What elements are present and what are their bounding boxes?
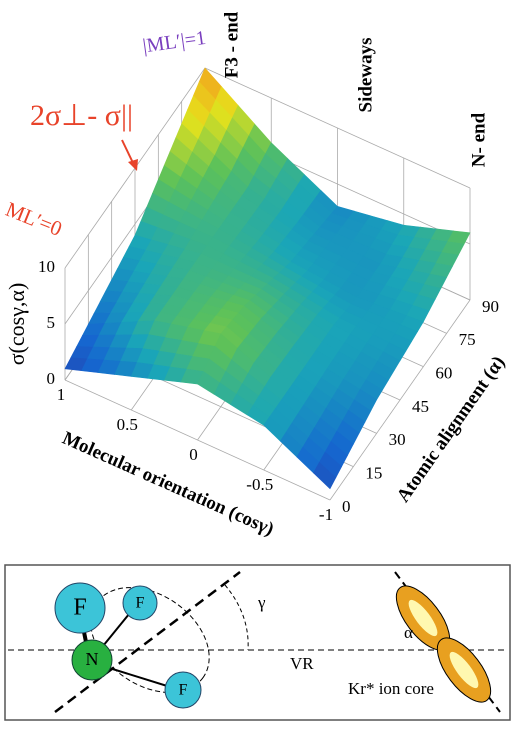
annotations: |ML′|=1 F3 - end Sideways N- end 2σ⊥- σ|… [2,11,489,241]
z-tick-label: 10 [38,257,55,276]
x-tick-label: -0.5 [246,475,273,494]
x-axis-label: Molecular orientation (cosγ) [59,428,277,540]
atom [164,671,202,709]
annotation: Sideways [355,38,376,113]
x-tick-label: 1 [57,385,66,404]
y-tick-label: 45 [412,397,429,416]
atom-label: N [86,649,99,669]
annotation: |ML′|=1 [141,27,207,58]
annotation: N- end [468,112,489,167]
velocity-label: VR [290,654,314,673]
x-tick-label: 0.5 [117,415,138,434]
y-tick-label: 30 [389,430,406,449]
atom-label: F [179,682,188,699]
z-tick-label: 5 [47,313,56,332]
orbital-core [449,651,479,689]
z-tick-label: 0 [47,369,56,388]
atom-label: F [73,595,86,621]
orbital-core [408,599,438,637]
atom [54,582,106,634]
cone [90,587,210,693]
ion-label: Kr* ion core [348,679,434,698]
angle-label: α [404,623,413,642]
atom [71,639,113,681]
y-tick-label: 15 [365,464,382,483]
annotation: 2σ⊥- σ|| [30,99,133,132]
angle-label: γ [257,593,266,612]
grid-line [329,299,471,501]
gamma-arc [224,584,249,651]
annotation: ML′=0 [2,197,65,241]
x-tick-label: 0 [189,445,198,464]
z-axis-label: σ(cosγ,α) [4,283,29,366]
surface-patch [313,461,337,490]
y-tick-label: 0 [342,497,351,516]
x-tick-label: -1 [319,505,333,524]
arrow-head [128,159,138,171]
diagram: F F N F γ VR α Kr* ion core [4,564,511,721]
molecular-axis [54,571,241,713]
atom [122,585,158,621]
y-tick-label: 90 [482,297,499,316]
atom-label: F [136,595,145,612]
annotation: F3 - end [221,11,242,78]
surface-plot: 0 5 10 0 15 30 45 60 75 90 1 0.5 0 -0.5 -1 Molecular or… [4,67,509,540]
y-tick-label: 60 [435,364,452,383]
y-tick-label: 75 [459,330,476,349]
